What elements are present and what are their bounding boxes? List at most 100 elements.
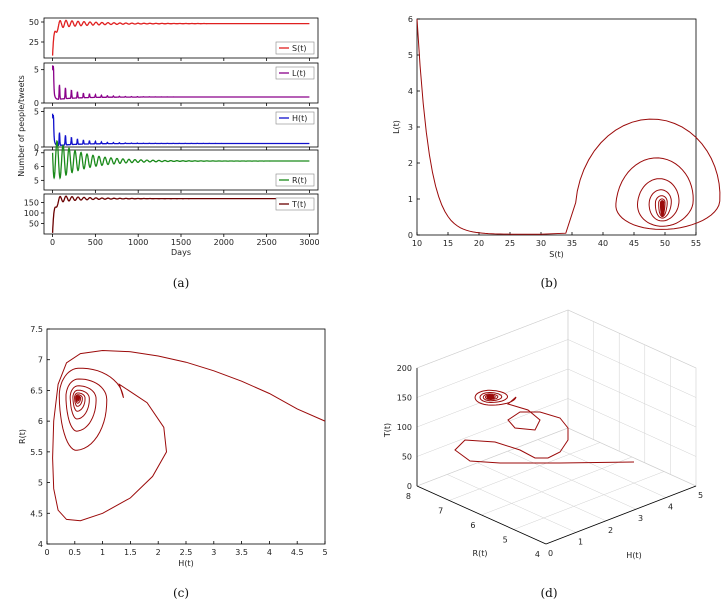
- y-tick-label: 6: [34, 163, 39, 172]
- subplot-st: 50 25 S(t): [29, 17, 319, 61]
- grid-line: [416, 339, 569, 398]
- x-tick-label: 2: [156, 548, 161, 557]
- legend-label: T(t): [291, 200, 306, 209]
- y-tick-label: 5.5: [30, 448, 43, 457]
- legend: R(t): [275, 173, 315, 187]
- x-tick-label: 1500: [171, 238, 191, 247]
- legend-box: [275, 66, 315, 80]
- legend: S(t): [275, 41, 315, 55]
- z-axis-label: T(t): [383, 423, 392, 438]
- legend: L(t): [275, 66, 315, 80]
- series-line-rt: [51, 140, 310, 180]
- y-tick-label: 4: [38, 540, 43, 549]
- x-tick-label: 3.5: [235, 548, 248, 557]
- y-tick-label: 150: [24, 198, 39, 207]
- y-tick-label: 5: [38, 479, 43, 488]
- y-tick-label: 5: [34, 176, 39, 185]
- x-tick-label: 2.5: [180, 548, 193, 557]
- x-tick-label: 2: [608, 526, 613, 535]
- phase-trajectory-b: [416, 18, 721, 235]
- y-axis-label: Number of people/tweets: [17, 75, 26, 177]
- x-tick-label: 5: [698, 491, 703, 500]
- x-tick-label: 30: [536, 239, 546, 248]
- z-tick-label: 0: [407, 482, 412, 491]
- legend-box: [275, 111, 315, 125]
- grid-line: [567, 309, 697, 369]
- caption-a: (a): [173, 276, 190, 290]
- y-tick-label: 0: [34, 143, 39, 152]
- y-tick-label: 7.5: [30, 325, 43, 334]
- y-tick-label: 0: [34, 99, 39, 108]
- grid-line: [567, 398, 697, 457]
- grid-line: [567, 339, 697, 398]
- x-tick-label: 0: [50, 238, 55, 247]
- plot-frame-c: [46, 328, 326, 545]
- y-tick-label: 1: [408, 195, 413, 204]
- grid-line: [449, 442, 601, 501]
- x-tick-label: 10: [412, 239, 422, 248]
- caption-c: (c): [173, 586, 189, 600]
- subplot-frame: [43, 149, 319, 191]
- r-axis: [416, 485, 547, 545]
- x-tick-label: 3: [638, 514, 643, 523]
- z-tick-label: 150: [397, 394, 412, 403]
- x-tick-label: 20: [474, 239, 484, 248]
- subplot-ht: 5 0 H(t): [34, 108, 319, 152]
- x-tick-label: 40: [598, 239, 608, 248]
- y-tick-label: 6: [470, 521, 475, 530]
- y-tick-label: 100: [24, 209, 39, 218]
- grid-line: [513, 471, 665, 530]
- y-tick-label: 25: [29, 38, 39, 47]
- x-tick-label: 2000: [214, 238, 234, 247]
- legend-box: [275, 173, 315, 187]
- y-axis-label: R(t): [473, 549, 488, 558]
- series-line-st: [51, 19, 310, 56]
- x-tick-label: 55: [691, 239, 701, 248]
- series-line-lt: [51, 65, 310, 100]
- legend: T(t): [275, 197, 315, 211]
- trajectory-3d: [454, 389, 635, 464]
- y-tick-label: 4: [408, 87, 413, 96]
- x-tick-label: 4: [668, 503, 673, 512]
- y-tick-label: 2: [408, 159, 413, 168]
- x-tick-label: 0.5: [68, 548, 81, 557]
- z-tick-label: 50: [402, 453, 412, 462]
- y-tick-label: 8: [406, 492, 411, 501]
- y-tick-label: 7: [438, 507, 443, 516]
- y-tick-label: 5: [408, 51, 413, 60]
- legend-box: [275, 41, 315, 55]
- y-tick-label: 6: [408, 15, 413, 24]
- grid-line: [416, 309, 569, 369]
- x-axis-label: H(t): [626, 551, 641, 560]
- x-tick-label: 1: [578, 537, 583, 546]
- y-tick-label: 4: [535, 550, 540, 559]
- x-tick-label: 4: [267, 548, 272, 557]
- x-tick-label: 35: [567, 239, 577, 248]
- caption-d: (d): [540, 586, 557, 600]
- grid-line: [567, 368, 697, 428]
- x-tick-label: 50: [660, 239, 670, 248]
- series-line-tt: [51, 195, 310, 233]
- x-tick-label: 1000: [128, 238, 148, 247]
- x-tick-label: 1: [100, 548, 105, 557]
- series-line-ht: [51, 113, 310, 147]
- y-tick-label: 50: [29, 18, 39, 27]
- h-axis: [545, 485, 697, 545]
- x-tick-label: 15: [443, 239, 453, 248]
- x-axis-label: Days: [171, 248, 191, 257]
- x-tick-label: 0: [548, 549, 553, 558]
- legend-label: H(t): [292, 114, 307, 123]
- y-tick-label: 6: [38, 417, 43, 426]
- plot-frame-b: [416, 18, 697, 236]
- x-tick-label: 0: [44, 548, 49, 557]
- y-tick-label: 0: [408, 231, 413, 240]
- phase-trajectory-c: [52, 349, 326, 522]
- subplot-frame: [43, 193, 319, 235]
- x-axis-label: H(t): [178, 559, 193, 568]
- grid-line: [481, 456, 633, 516]
- legend-label: S(t): [292, 44, 306, 53]
- x-tick-label: 5: [322, 548, 327, 557]
- z-tick-label: 200: [397, 364, 412, 373]
